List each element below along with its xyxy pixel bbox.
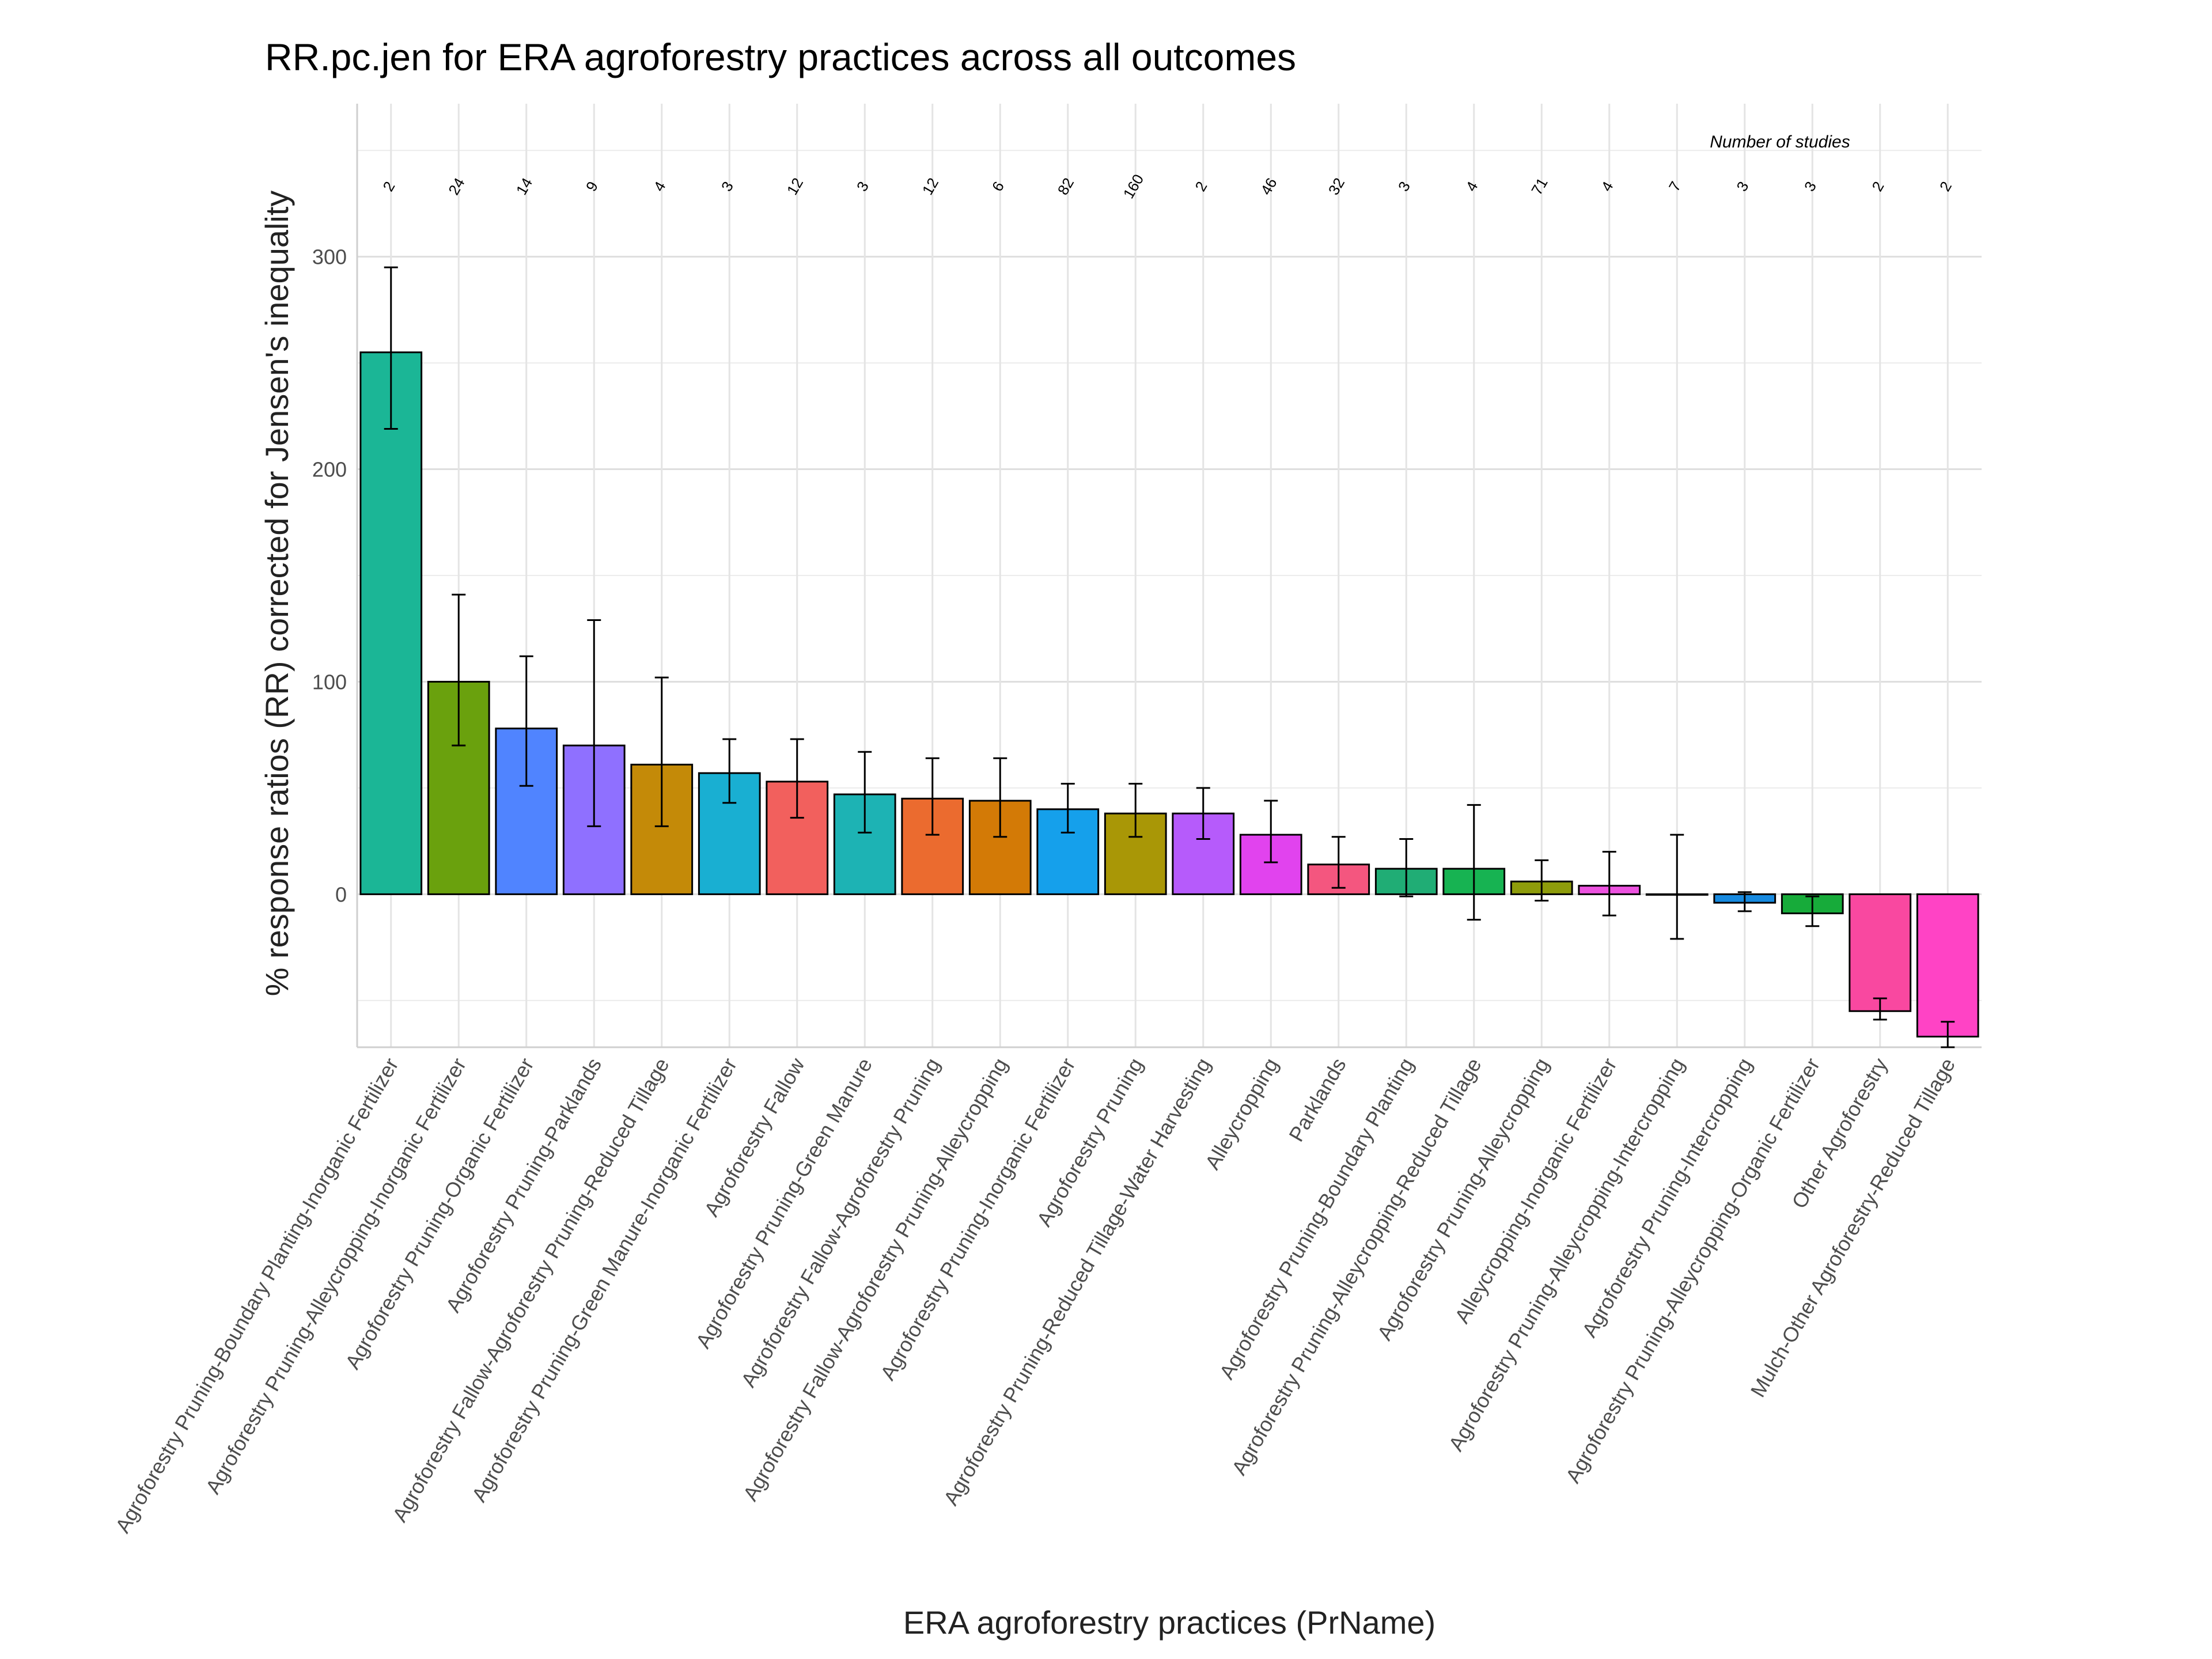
error-bar [1602,851,1616,916]
study-count-label: 2 [379,179,398,195]
study-count-label: 3 [853,179,872,195]
error-bar [925,757,940,836]
study-count-label: 3 [718,179,737,195]
x-tick-label: Agroforestry Fallow-Agroforestry Pruning… [738,1054,1012,1505]
study-count-label: 2 [1191,179,1210,195]
y-tick-label: 200 [312,458,347,482]
x-tick-label: Parklands [1284,1054,1351,1146]
study-count-label: 6 [988,179,1007,195]
y-tick-label: 300 [312,245,347,269]
error-bar [519,655,533,787]
x-tick-label: Agroforestry Pruning-Alleycropping-Inorg… [200,1054,471,1498]
error-bar [1941,1021,1955,1048]
y-tick-labels: 0 100 200 300 [312,245,347,907]
y-tick-label: 0 [335,882,347,906]
study-count-label: 14 [513,175,536,198]
error-bar [1805,895,1820,927]
study-count-label: 3 [1801,179,1820,195]
study-count-label: 24 [445,175,468,198]
x-tick-label: Agroforestry Pruning-Green Manure-Inorga… [467,1054,741,1506]
bar [1849,893,1912,1012]
study-count-label: 2 [1936,179,1955,195]
error-bar [452,593,466,747]
error-bar [1331,836,1346,889]
error-bar [1196,787,1210,840]
error-bar [587,619,601,827]
grid [357,104,1982,1047]
x-tick-label: Agroforestry Pruning-Alleycropping-Organ… [1561,1054,1825,1487]
error-bar [993,757,1007,838]
error-bar [654,676,669,827]
study-count-label: 32 [1325,175,1348,198]
study-count-label: 4 [1462,179,1481,195]
bar [766,781,829,895]
y-tick-label: 100 [312,670,347,694]
study-count-label: 4 [650,179,669,195]
error-bar [1535,859,1549,902]
error-bar [1873,997,1887,1021]
x-tick-label: Agroforestry Pruning-Reduced Tillage-Wat… [939,1054,1215,1509]
error-bar [722,738,737,804]
study-count-label: 71 [1528,175,1551,198]
study-count-label: 160 [1120,171,1147,202]
bar [359,351,423,895]
study-count-label: 2 [1868,179,1887,195]
x-tick-labels: Agroforestry Pruning-Boundary Planting-I… [111,1054,1960,1537]
error-bar [858,751,872,834]
study-count-label: 12 [783,175,806,198]
error-bar [1467,804,1481,921]
axes [356,104,1982,1048]
error-bar [1128,783,1143,838]
error-bar [384,266,398,430]
study-count-label: 9 [582,179,601,195]
error-bar [1060,783,1075,834]
y-axis-title: % response ratios (RR) corrected for Jen… [259,191,295,997]
error-bars [384,266,1955,1048]
study-count-label: 7 [1665,179,1684,195]
study-count-label: 3 [1733,179,1752,195]
study-count-label: 82 [1054,175,1077,198]
chart-title: RR.pc.jen for ERA agroforestry practices… [265,36,1296,78]
error-bar [790,738,804,819]
bar [1916,893,1979,1038]
study-count-label: 12 [919,175,942,198]
study-counts: 2 24 14 9 4 3 12 3 12 6 82 160 2 46 32 3 4 71 4 7 3 3 2 2 [379,171,1955,202]
x-tick-label: Agroforestry Pruning-Boundary Planting-I… [111,1054,403,1536]
bars [359,351,1979,1038]
x-tick-label: Agroforestry Pruning-Alleycropping-Reduc… [1227,1054,1486,1479]
study-count-label: 4 [1597,179,1616,195]
error-bar [1264,800,1278,863]
study-counts-title: Number of studies [1710,132,1850,151]
error-bar [1737,891,1752,912]
error-bar [1399,838,1414,897]
x-axis-title: ERA agroforestry practices (PrName) [903,1604,1435,1641]
study-count-label: 3 [1395,179,1414,195]
study-count-label: 46 [1257,175,1280,198]
error-bar [1670,834,1684,940]
x-tick-label: Alleycropping [1200,1054,1283,1174]
